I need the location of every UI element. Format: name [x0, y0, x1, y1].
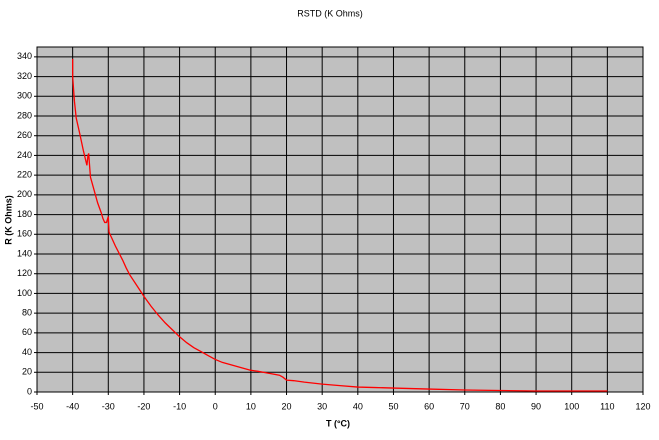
x-tick-label: 110	[600, 401, 614, 411]
x-tick-label: 100	[564, 401, 579, 411]
x-axis-label: T (°C)	[326, 418, 350, 428]
y-tick-label: 60	[22, 327, 32, 337]
plot-area	[37, 47, 643, 392]
y-tick-label: 20	[22, 367, 32, 377]
y-tick-label: 200	[17, 189, 32, 199]
data-line	[71, 58, 608, 392]
y-tick-label: 100	[17, 288, 32, 298]
chart-title: RSTD (K Ohms)	[297, 8, 363, 18]
x-tick-label: 120	[635, 401, 650, 411]
x-tick-label: 20	[282, 401, 292, 411]
x-tick-label: 70	[460, 401, 470, 411]
x-tick-label: 0	[213, 401, 218, 411]
y-tick-label: 300	[17, 91, 32, 101]
plot-frame	[36, 46, 644, 393]
y-tick-label: 240	[17, 150, 32, 160]
x-tick-label: -30	[102, 401, 115, 411]
y-tick-label: 340	[17, 51, 32, 61]
y-tick-label: 140	[17, 248, 32, 258]
x-tick-label: 30	[317, 401, 327, 411]
y-tick-label: 320	[17, 71, 32, 81]
x-tick-label: -10	[173, 401, 186, 411]
x-tick-label: -50	[30, 401, 43, 411]
y-axis-label: R (K Ohms)	[3, 195, 13, 245]
x-tick-label: 60	[424, 401, 434, 411]
y-tick-label: 80	[22, 308, 32, 318]
y-tick-label: 120	[17, 268, 32, 278]
x-tick-label: -40	[66, 401, 79, 411]
y-tick-label: 260	[17, 130, 32, 140]
y-tick-label: 0	[27, 386, 32, 396]
x-tick-label: 10	[246, 401, 256, 411]
y-tick-label: 180	[17, 209, 32, 219]
y-tick-label: 280	[17, 110, 32, 120]
y-tick-label: 220	[17, 170, 32, 180]
x-tick-label: 50	[388, 401, 398, 411]
x-tick-label: 80	[495, 401, 505, 411]
x-tick-label: -20	[137, 401, 150, 411]
y-tick-label: 160	[17, 229, 32, 239]
x-tick-label: 40	[353, 401, 363, 411]
y-tick-label: 40	[22, 347, 32, 357]
x-tick-label: 90	[531, 401, 541, 411]
